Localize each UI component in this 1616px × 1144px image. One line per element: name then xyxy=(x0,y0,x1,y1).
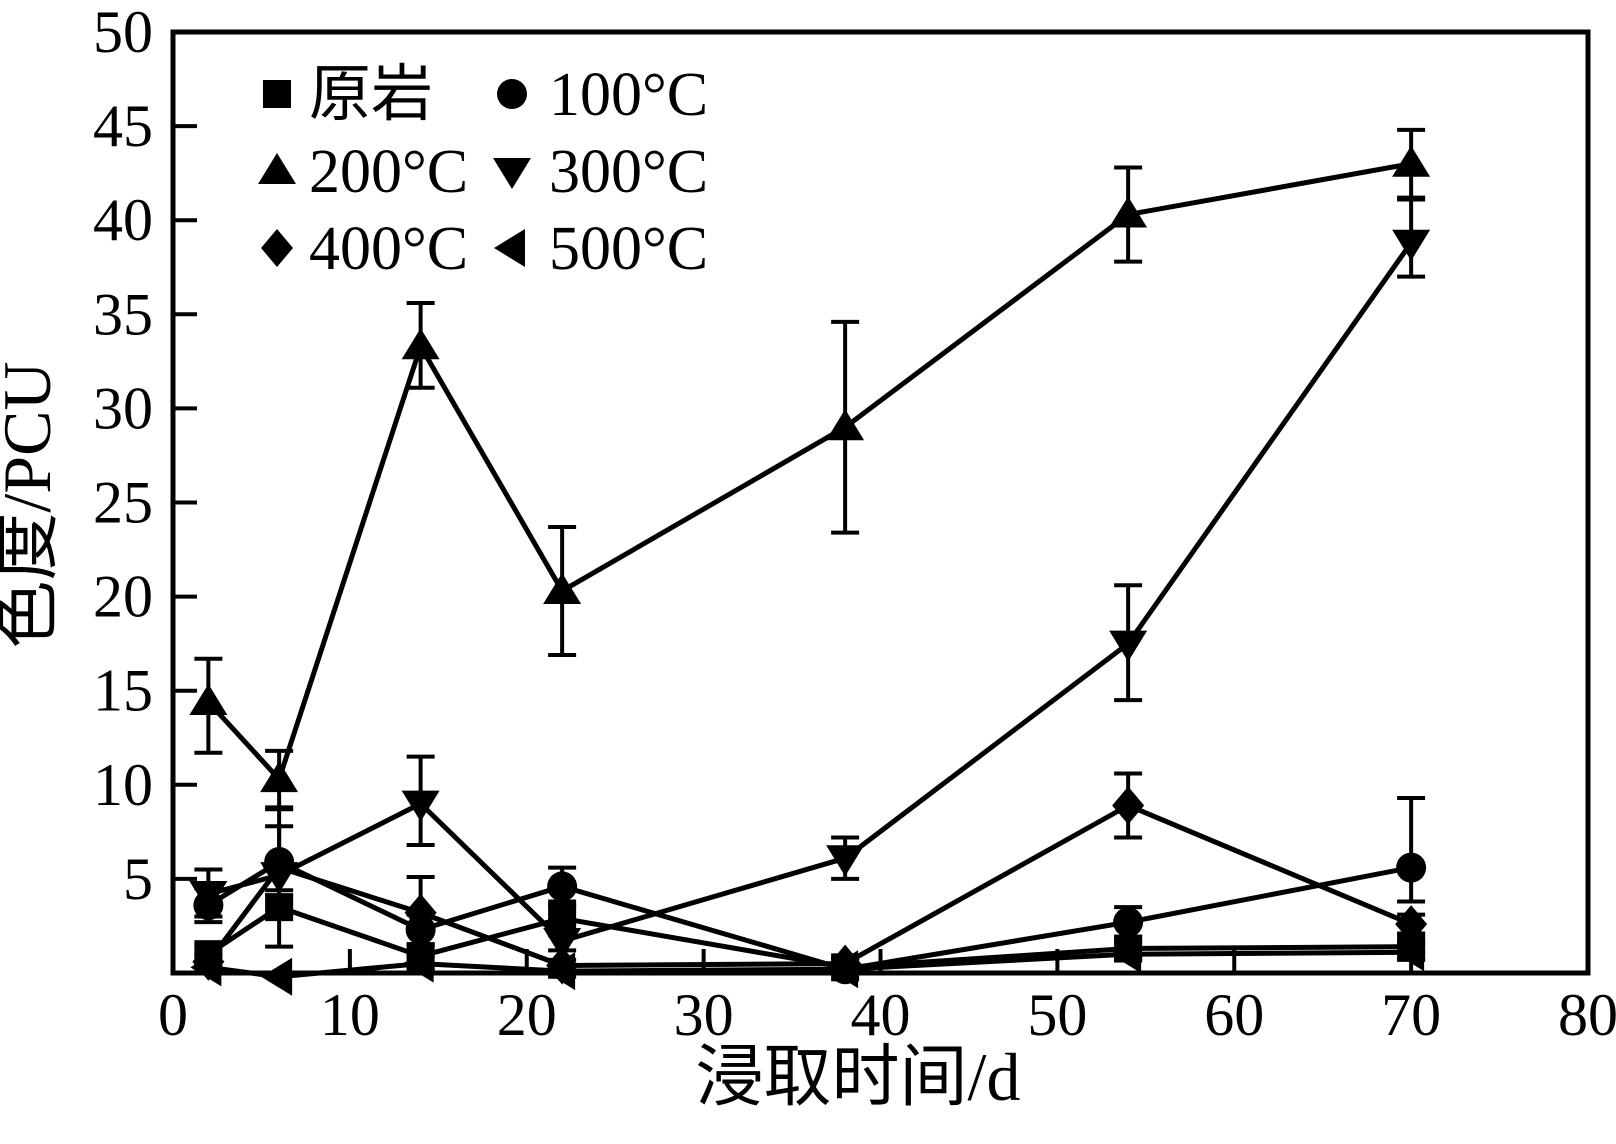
legend-marker-triangle-down xyxy=(493,158,531,189)
legend-marker-square xyxy=(263,80,291,108)
data-point-diamond xyxy=(1395,905,1428,944)
x-tick-label: 50 xyxy=(1027,982,1087,1048)
data-point-diamond xyxy=(1112,786,1145,825)
series-line-diamond xyxy=(206,803,1413,968)
data-point-triangle-left xyxy=(827,950,859,989)
x-tick-label: 60 xyxy=(1204,982,1264,1048)
data-point-circle xyxy=(1396,852,1427,883)
data-point-triangle-down xyxy=(1109,630,1148,662)
legend-label-3: 300°C xyxy=(549,138,708,206)
x-tick-label: 0 xyxy=(158,982,188,1048)
y-tick-label: 15 xyxy=(93,658,153,724)
x-tick-label: 30 xyxy=(674,982,734,1048)
y-axis-title: 色度/PCU xyxy=(0,361,65,648)
legend-marker-triangle-up xyxy=(258,153,296,184)
y-tick-label: 10 xyxy=(93,752,153,818)
data-point-square xyxy=(548,904,577,933)
data-point-triangle-down xyxy=(189,880,228,912)
x-tick-label: 20 xyxy=(497,982,557,1048)
data-point-triangle-up xyxy=(189,683,228,715)
legend-label-0: 原岩 xyxy=(309,61,433,129)
data-point-triangle-down xyxy=(826,845,865,877)
x-tick-label: 70 xyxy=(1381,982,1441,1048)
data-point-triangle-left xyxy=(544,952,576,991)
legend-label-1: 100°C xyxy=(549,61,708,129)
legend-marker-triangle-left xyxy=(494,229,525,267)
data-point-diamond xyxy=(263,848,296,887)
y-tick-label: 50 xyxy=(93,0,153,65)
data-point-triangle-up xyxy=(1109,196,1148,228)
y-tick-label: 35 xyxy=(93,281,153,347)
series-line-triangle-down xyxy=(207,241,1414,944)
y-tick-label: 20 xyxy=(93,564,153,630)
x-tick-label: 10 xyxy=(320,982,380,1048)
data-point-triangle-down xyxy=(401,790,440,822)
data-point-triangle-left xyxy=(1110,935,1142,974)
data-point-diamond xyxy=(404,893,437,932)
legend-marker-circle xyxy=(497,79,527,109)
data-point-triangle-left xyxy=(190,948,222,987)
data-point-circle xyxy=(1113,907,1144,938)
x-tick-label: 80 xyxy=(1558,982,1616,1048)
legend-label-4: 400°C xyxy=(309,215,468,283)
data-point-triangle-left xyxy=(402,944,434,983)
data-point-triangle-left xyxy=(1393,933,1425,972)
data-point-triangle-down xyxy=(1392,229,1431,261)
x-tick-label: 40 xyxy=(851,982,911,1048)
x-axis-title: 浸取时间/d xyxy=(696,1039,1021,1115)
legend-label-5: 500°C xyxy=(549,215,708,283)
data-point-triangle-up xyxy=(543,572,582,604)
y-tick-label: 5 xyxy=(123,846,153,912)
data-point-triangle-up xyxy=(1392,145,1431,177)
y-tick-label: 25 xyxy=(93,470,153,536)
legend-label-2: 200°C xyxy=(309,138,468,206)
legend-marker-diamond xyxy=(261,229,293,267)
y-tick-label: 40 xyxy=(93,187,153,253)
y-tick-label: 45 xyxy=(93,93,153,159)
data-point-triangle-down xyxy=(543,928,582,960)
data-point-triangle-up xyxy=(401,328,440,360)
data-point-circle xyxy=(547,871,578,902)
data-point-triangle-left xyxy=(261,957,293,996)
y-tick-label: 30 xyxy=(93,375,153,441)
data-point-triangle-up xyxy=(826,409,865,441)
data-point-triangle-up xyxy=(260,761,299,793)
